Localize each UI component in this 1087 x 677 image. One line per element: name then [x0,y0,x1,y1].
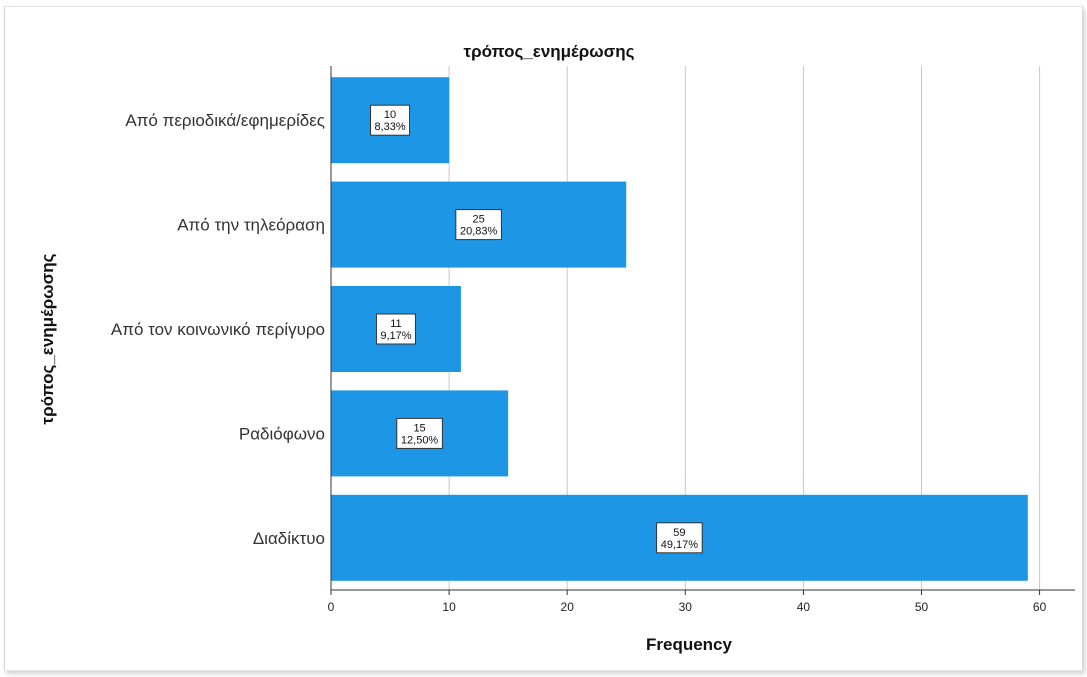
data-label-count: 25 [473,214,485,226]
x-tick-label: 0 [328,600,335,614]
x-tick-label: 20 [561,600,575,614]
bars [331,77,1028,581]
x-axis-title: Frequency [646,635,733,654]
category-label: Διαδίκτυο [253,529,325,548]
data-label-box [375,313,416,345]
data-label-box [656,522,703,554]
data-label: 119,17% [375,313,416,345]
data-label-count: 11 [390,318,401,330]
x-tick-label: 10 [442,600,456,614]
data-label-count: 15 [413,422,425,434]
data-label-percent: 9,17% [380,330,411,342]
data-label-percent: 20,83% [460,226,498,238]
x-tick-label: 30 [679,600,693,614]
data-label-count: 10 [384,109,396,121]
category-label: Ραδιόφωνο [239,424,325,443]
data-label-percent: 12,50% [401,434,439,446]
chart-title: τρόπος_ενημέρωσης [464,42,635,61]
x-tick-label: 60 [1033,600,1047,614]
axes [330,66,1075,591]
x-tick-label: 50 [915,600,929,614]
y-axis-title: τρόπος_ενημέρωσης [38,253,57,424]
category-label: Από την τηλεόραση [177,216,325,235]
data-label-percent: 8,33% [374,121,405,133]
data-label-box [455,209,502,241]
category-label: Από περιοδικά/εφημερίδες [125,111,325,130]
data-label-percent: 49,17% [661,539,699,551]
data-label-count: 59 [673,527,685,539]
data-label-box [396,417,443,449]
data-label-box [370,104,411,136]
x-tick-label: 40 [797,600,811,614]
category-labels: Από περιοδικά/εφημερίδες Από την τηλεόρασ… [111,111,325,548]
x-ticks: 0 10 20 30 40 50 60 [328,590,1047,614]
data-label: 108,33% [370,104,411,136]
category-label: Από τον κοινωνικό περίγυρο [111,320,325,339]
